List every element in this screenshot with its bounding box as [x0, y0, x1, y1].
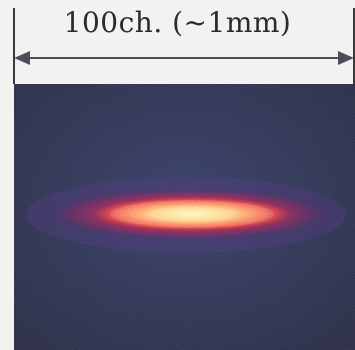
- scale-bar-graphic: [13, 8, 355, 84]
- beam-image: [14, 84, 355, 350]
- scale-right-arrow-icon: [338, 51, 354, 65]
- beam-image-graphic: [14, 84, 355, 350]
- beam-speckle: [110, 200, 274, 228]
- scale-label: 100ch. (~1mm): [63, 6, 292, 39]
- scale-bar: 100ch. (~1mm): [0, 0, 355, 84]
- scale-left-arrow-icon: [14, 51, 30, 65]
